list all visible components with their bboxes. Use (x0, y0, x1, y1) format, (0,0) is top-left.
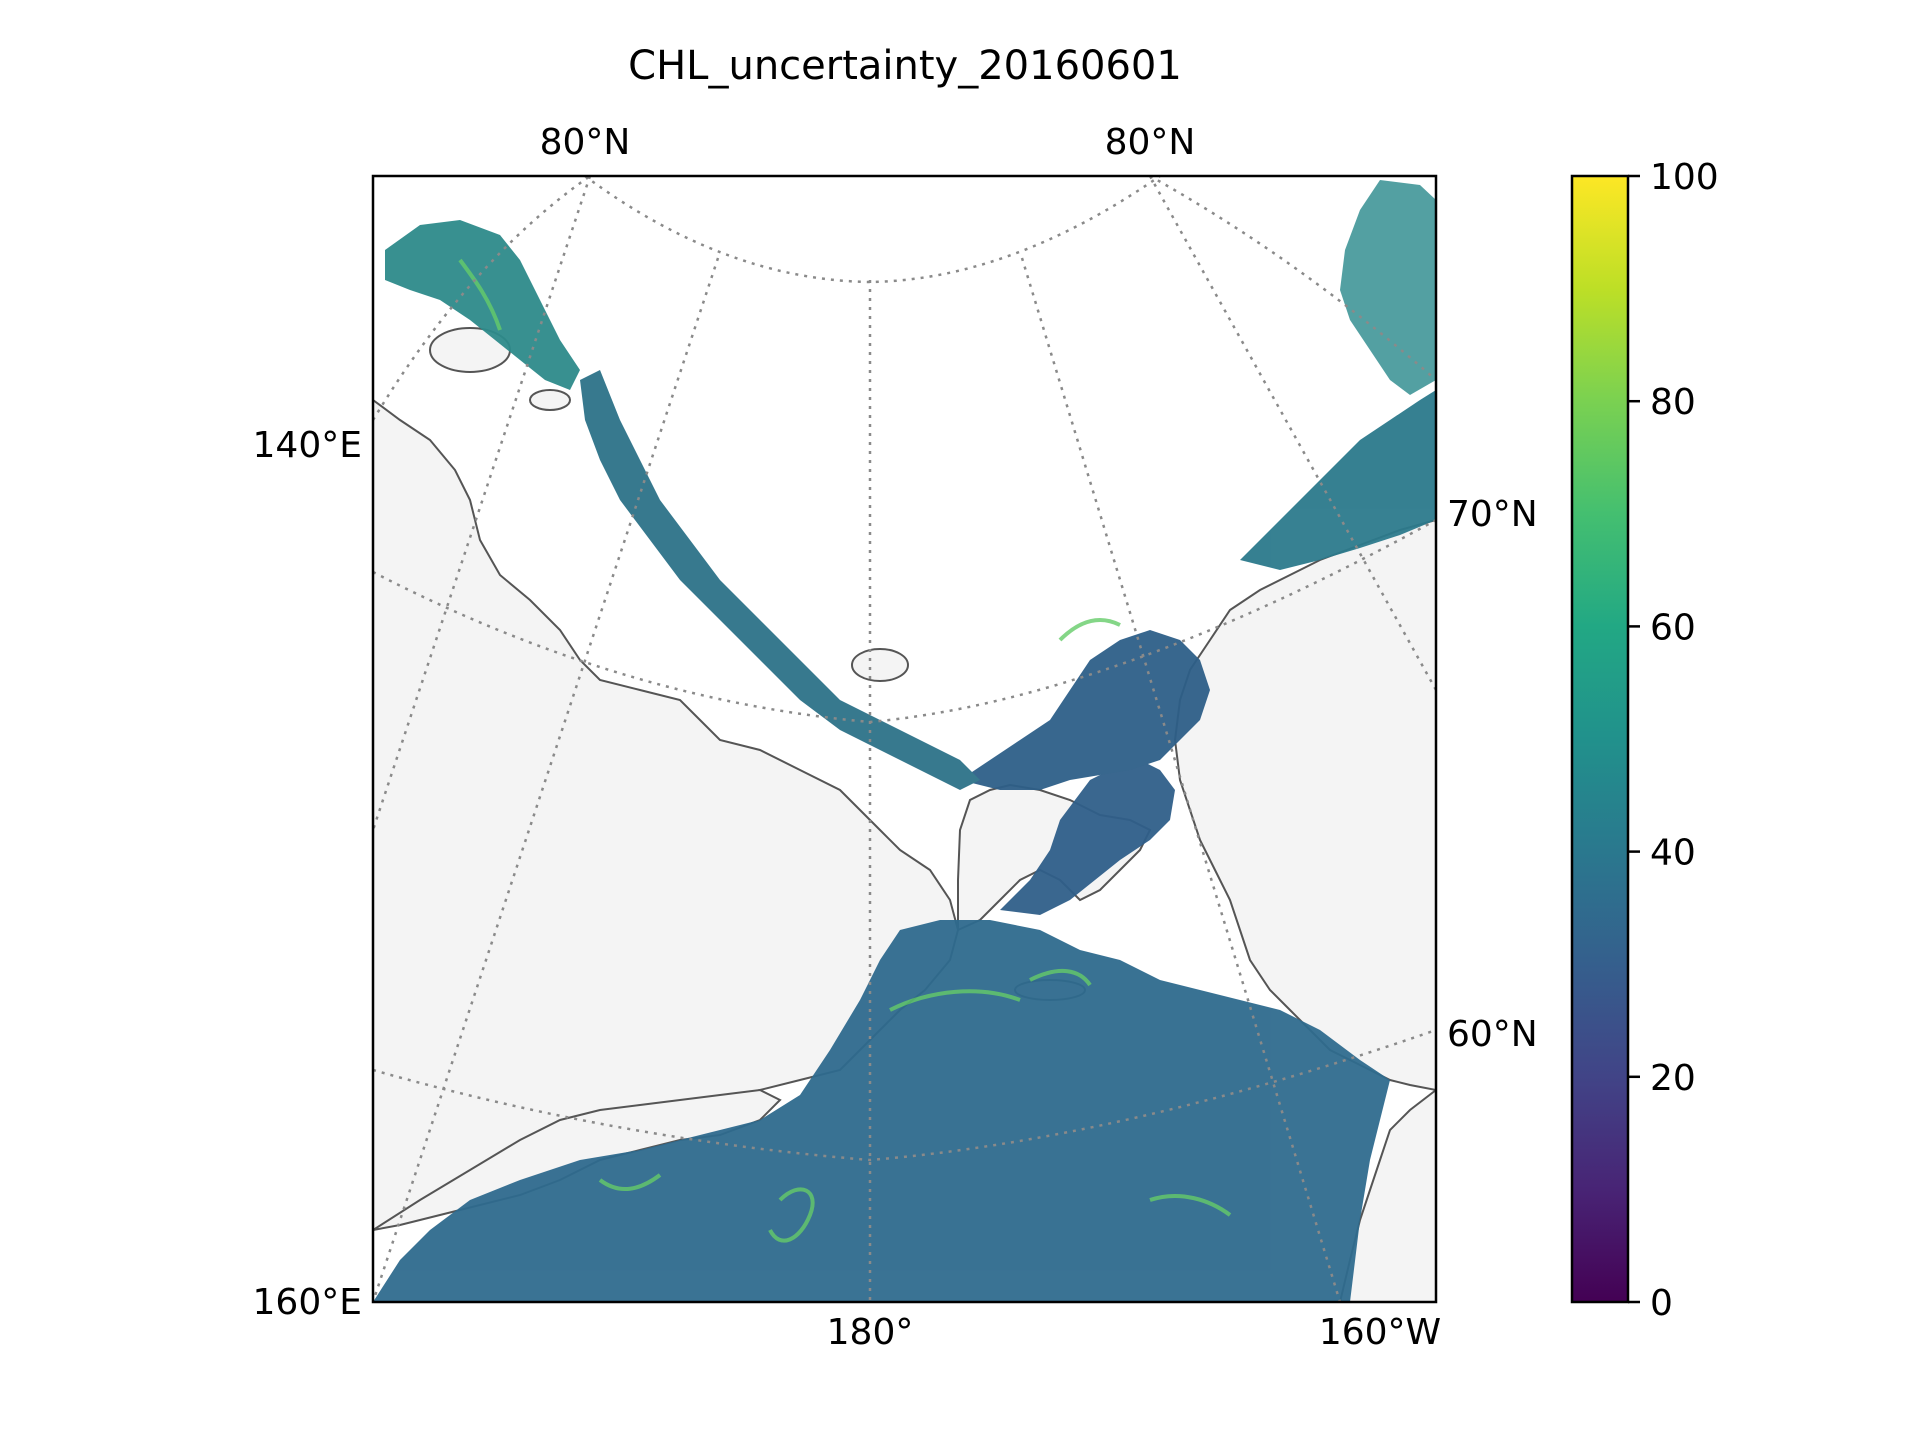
map-area (373, 176, 1436, 1302)
parallel-80n-upper-left (373, 176, 591, 421)
chl-data-layer (373, 180, 1436, 1302)
colorbar-tick-label: 20 (1650, 1058, 1696, 1099)
map-title: CHL_uncertainty_20160601 (628, 43, 1182, 89)
colorbar-gradient (1570, 174, 1630, 1304)
colorbar-tick-label: 100 (1650, 157, 1719, 198)
land-masses (373, 327, 1436, 1302)
meridian-160e (373, 176, 592, 831)
label-right-upper: 70°N (1447, 494, 1538, 535)
meridian-170w (1020, 257, 1342, 1302)
label-left-lower: 160°E (253, 1282, 362, 1323)
data-beaufort (1240, 390, 1436, 570)
graticule (373, 176, 1436, 1302)
data-highlights (458, 258, 1232, 1243)
colorbar-tick-label: 0 (1650, 1283, 1673, 1324)
colorbar-tick-label: 40 (1650, 833, 1696, 874)
colorbar: 0 20 40 60 80 100 (1570, 157, 1719, 1324)
label-bottom-right: 160°W (1319, 1312, 1441, 1353)
map-frame (371, 174, 1438, 1304)
parallel-80n (584, 176, 1161, 284)
parallel-60n (373, 1028, 1436, 1162)
colorbar-tick-label: 80 (1650, 382, 1696, 423)
data-bering-sea (373, 920, 1390, 1302)
parallel-80n-upper-right (1149, 176, 1436, 381)
label-bottom-center: 180° (827, 1312, 914, 1353)
data-chukchi-sea (960, 630, 1210, 790)
island-bennett (529, 389, 571, 411)
colorbar-tick-label: 60 (1650, 607, 1696, 648)
label-top-lat-right: 80°N (1105, 122, 1196, 163)
island-wrangel (851, 648, 909, 682)
data-canada-basin (1340, 180, 1436, 395)
label-top-lat-left: 80°N (540, 122, 631, 163)
land-alaska-south (1338, 1088, 1436, 1302)
colorbar-ticks: 0 20 40 60 80 100 (1628, 157, 1719, 1324)
label-right-lower: 60°N (1447, 1014, 1538, 1055)
data-laptev (385, 220, 580, 390)
label-left-upper: 140°E (253, 425, 362, 466)
data-bering-strait (1000, 760, 1175, 915)
meridian-170e (373, 257, 720, 1302)
